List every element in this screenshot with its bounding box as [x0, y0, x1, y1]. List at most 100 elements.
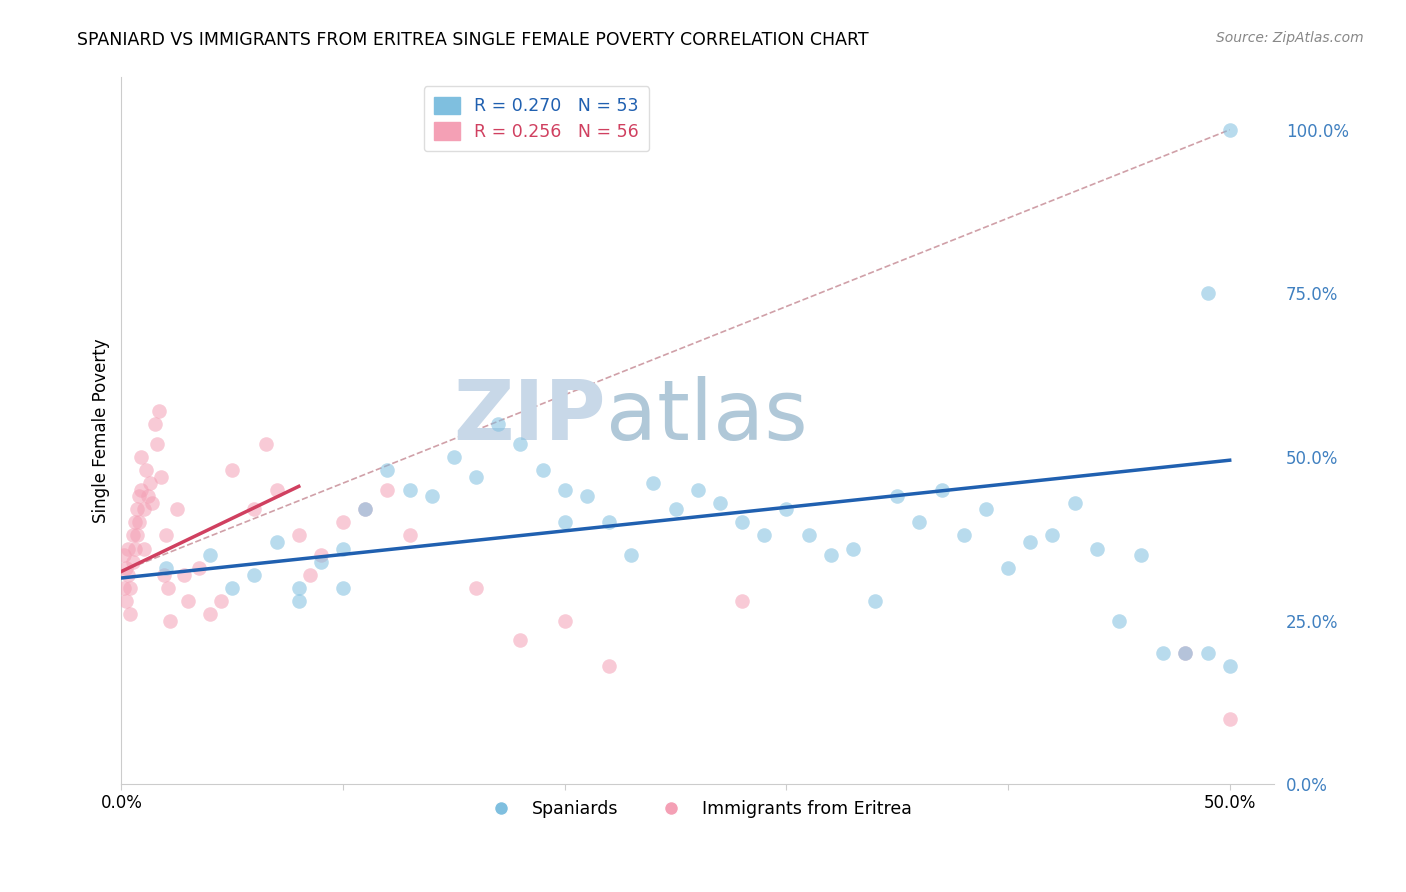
Point	[842, 541, 865, 556]
Point	[1085, 541, 1108, 556]
Point	[128, 489, 150, 503]
Point	[332, 541, 354, 556]
Point	[155, 561, 177, 575]
Point	[298, 567, 321, 582]
Point	[1197, 286, 1219, 301]
Point	[117, 541, 139, 556]
Point	[1019, 535, 1042, 549]
Point	[115, 594, 138, 608]
Point	[221, 581, 243, 595]
Point	[686, 483, 709, 497]
Point	[221, 463, 243, 477]
Point	[156, 581, 179, 595]
Point	[398, 483, 420, 497]
Point	[1108, 614, 1130, 628]
Point	[141, 496, 163, 510]
Point	[1219, 712, 1241, 726]
Point	[443, 450, 465, 464]
Point	[820, 548, 842, 562]
Point	[112, 581, 135, 595]
Point	[150, 469, 173, 483]
Text: atlas: atlas	[606, 376, 807, 457]
Point	[131, 450, 153, 464]
Point	[952, 528, 974, 542]
Text: ZIP: ZIP	[453, 376, 606, 457]
Point	[135, 463, 157, 477]
Point	[243, 502, 266, 516]
Point	[148, 404, 170, 418]
Point	[731, 516, 754, 530]
Point	[797, 528, 820, 542]
Point	[377, 483, 399, 497]
Point	[598, 659, 620, 673]
Point	[398, 528, 420, 542]
Point	[1174, 646, 1197, 660]
Point	[908, 516, 931, 530]
Point	[132, 541, 155, 556]
Point	[332, 516, 354, 530]
Point	[243, 567, 266, 582]
Point	[152, 567, 174, 582]
Point	[120, 581, 142, 595]
Point	[309, 548, 332, 562]
Point	[598, 516, 620, 530]
Point	[155, 528, 177, 542]
Point	[287, 581, 309, 595]
Point	[486, 417, 509, 432]
Point	[664, 502, 686, 516]
Point	[254, 437, 277, 451]
Point	[128, 516, 150, 530]
Point	[124, 541, 146, 556]
Point	[1174, 646, 1197, 660]
Point	[143, 417, 166, 432]
Point	[420, 489, 443, 503]
Point	[332, 581, 354, 595]
Point	[266, 483, 288, 497]
Point	[266, 535, 288, 549]
Y-axis label: Single Female Poverty: Single Female Poverty	[93, 338, 110, 523]
Point	[354, 502, 377, 516]
Point	[509, 437, 531, 451]
Point	[643, 476, 665, 491]
Point	[1219, 122, 1241, 136]
Point	[166, 502, 188, 516]
Point	[974, 502, 997, 516]
Point	[465, 469, 488, 483]
Point	[124, 516, 146, 530]
Point	[709, 496, 731, 510]
Point	[931, 483, 953, 497]
Point	[1130, 548, 1153, 562]
Point	[188, 561, 211, 575]
Point	[509, 633, 531, 648]
Point	[287, 594, 309, 608]
Point	[1040, 528, 1063, 542]
Point	[159, 614, 181, 628]
Point	[125, 502, 148, 516]
Point	[354, 502, 377, 516]
Text: SPANIARD VS IMMIGRANTS FROM ERITREA SINGLE FEMALE POVERTY CORRELATION CHART: SPANIARD VS IMMIGRANTS FROM ERITREA SING…	[77, 31, 869, 49]
Point	[173, 567, 195, 582]
Point	[554, 483, 576, 497]
Point	[554, 614, 576, 628]
Point	[132, 502, 155, 516]
Point	[1197, 646, 1219, 660]
Point	[121, 555, 143, 569]
Point	[465, 581, 488, 595]
Point	[531, 463, 554, 477]
Point	[731, 594, 754, 608]
Point	[120, 607, 142, 621]
Point	[377, 463, 399, 477]
Point	[146, 437, 169, 451]
Point	[115, 561, 138, 575]
Point	[775, 502, 797, 516]
Point	[554, 516, 576, 530]
Point	[1152, 646, 1174, 660]
Point	[112, 548, 135, 562]
Point	[198, 548, 221, 562]
Point	[139, 476, 162, 491]
Legend: Spaniards, Immigrants from Eritrea: Spaniards, Immigrants from Eritrea	[477, 793, 920, 825]
Point	[177, 594, 200, 608]
Point	[209, 594, 232, 608]
Point	[198, 607, 221, 621]
Point	[1219, 659, 1241, 673]
